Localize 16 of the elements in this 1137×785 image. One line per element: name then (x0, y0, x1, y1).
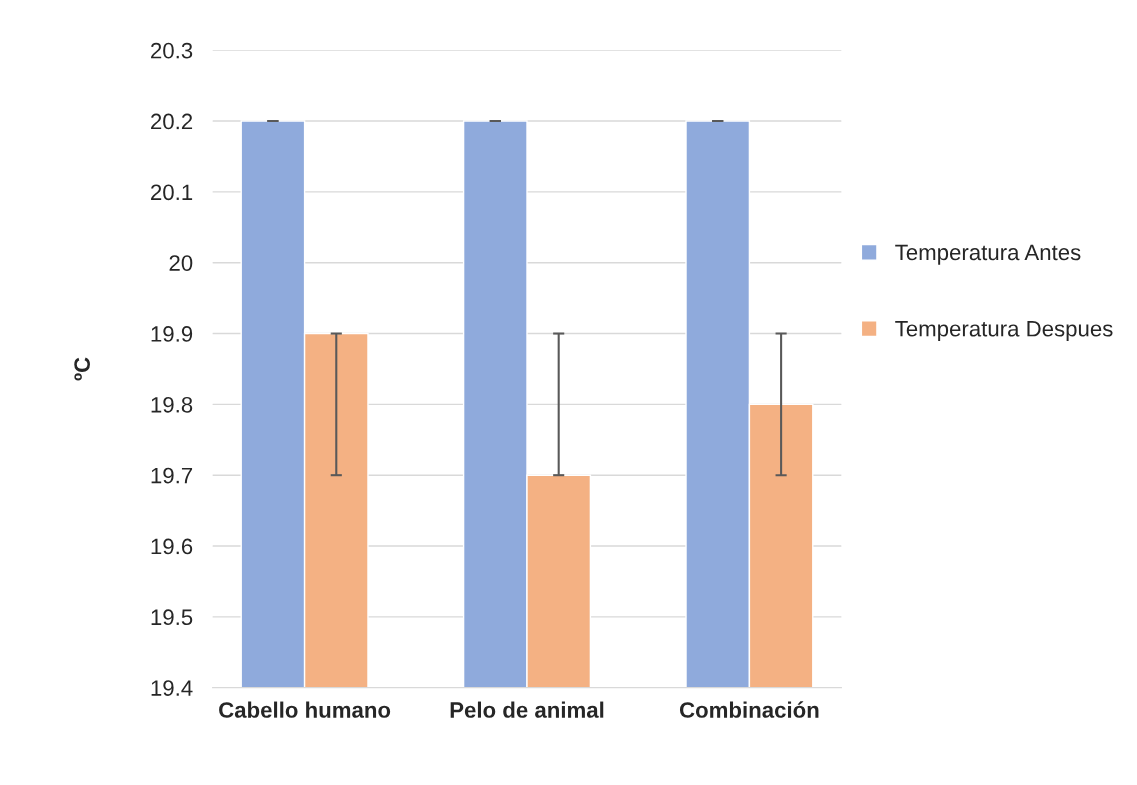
y-tick-label: 19.5 (151, 609, 193, 626)
y-tick-label: 20.1 (151, 184, 193, 201)
y-tick-label: 19.9 (151, 326, 193, 342)
y-tick-label: 19.4 (151, 680, 193, 696)
x-tick-label: Pelo de animal (450, 701, 604, 718)
y-tick-label: 20 (169, 255, 193, 271)
legend-label: Temperatura Despues (895, 321, 1113, 341)
x-tick-label: Combinación (679, 701, 819, 718)
legend-label: Temperatura Antes (895, 244, 1081, 265)
y-axis-title: ºC (74, 357, 90, 381)
y-tick-label: 19.6 (151, 538, 193, 555)
y-tick-label: 20.2 (151, 113, 193, 130)
y-tick-label: 19.7 (151, 467, 193, 484)
y-tick-label: 20.3 (151, 42, 193, 59)
x-tick-label: Cabello humano (219, 701, 391, 718)
y-tick-label: 19.8 (151, 396, 193, 413)
